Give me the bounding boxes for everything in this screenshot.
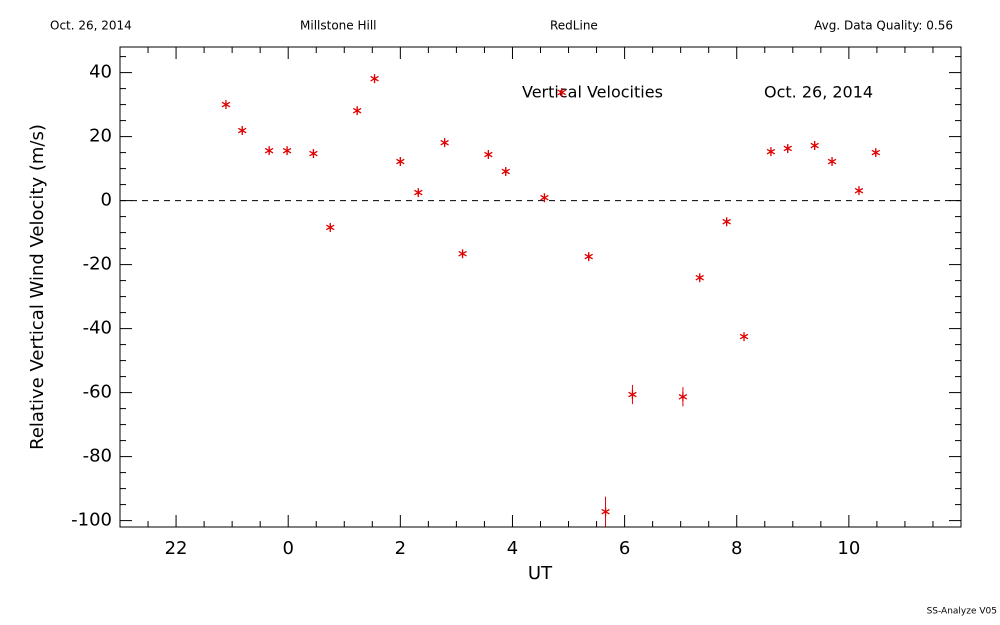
point	[557, 87, 567, 97]
x-tick-label: 4	[507, 538, 518, 559]
point	[783, 143, 792, 153]
point	[352, 106, 362, 116]
point	[501, 166, 510, 176]
point	[722, 217, 731, 227]
x-tick-label: 2	[395, 538, 406, 559]
point	[766, 147, 776, 157]
x-tick-label: 0	[282, 538, 293, 559]
point	[326, 222, 335, 232]
y-tick-label: -20	[83, 254, 112, 275]
x-tick-label: 22	[165, 538, 188, 559]
point	[871, 148, 881, 158]
y-tick-label: -80	[83, 446, 112, 467]
point	[309, 149, 318, 159]
point	[540, 193, 549, 203]
point	[458, 249, 467, 259]
y-tick-label: 40	[89, 62, 112, 83]
point	[678, 392, 688, 402]
point	[396, 157, 405, 167]
point	[237, 126, 247, 136]
point	[584, 252, 593, 262]
point	[854, 186, 864, 196]
point	[827, 157, 837, 167]
point	[282, 146, 292, 156]
point	[440, 138, 449, 148]
y-tick-label: -40	[83, 318, 112, 339]
x-tick-label: 8	[731, 538, 742, 559]
x-axis-label: UT	[528, 563, 553, 584]
y-tick-label: -60	[83, 382, 112, 403]
point	[370, 74, 379, 84]
y-tick-label: -100	[71, 510, 112, 531]
footer: SS-Analyze V05	[927, 607, 997, 617]
x-tick-label: 6	[619, 538, 630, 559]
header-quality: Avg. Data Quality: 0.56	[814, 19, 953, 33]
annotation: Vertical Velocities	[522, 83, 663, 102]
point	[601, 507, 610, 517]
annotation: Oct. 26, 2014	[764, 83, 873, 102]
x-tick-label: 10	[837, 538, 860, 559]
header-date: Oct. 26, 2014	[50, 19, 132, 33]
point	[810, 141, 819, 151]
header-site: Millstone Hill	[300, 19, 376, 33]
y-axis-label: Relative Vertical Wind Velocity (m/s)	[27, 124, 48, 450]
header-line: RedLine	[550, 19, 598, 33]
point	[739, 332, 749, 342]
point	[221, 100, 231, 110]
point	[484, 150, 493, 160]
plot-frame	[119, 46, 962, 528]
point	[695, 273, 704, 283]
y-tick-label: 20	[89, 126, 112, 147]
y-tick-label: 0	[101, 190, 112, 211]
point	[264, 146, 274, 156]
point	[414, 188, 423, 198]
point	[628, 390, 637, 400]
